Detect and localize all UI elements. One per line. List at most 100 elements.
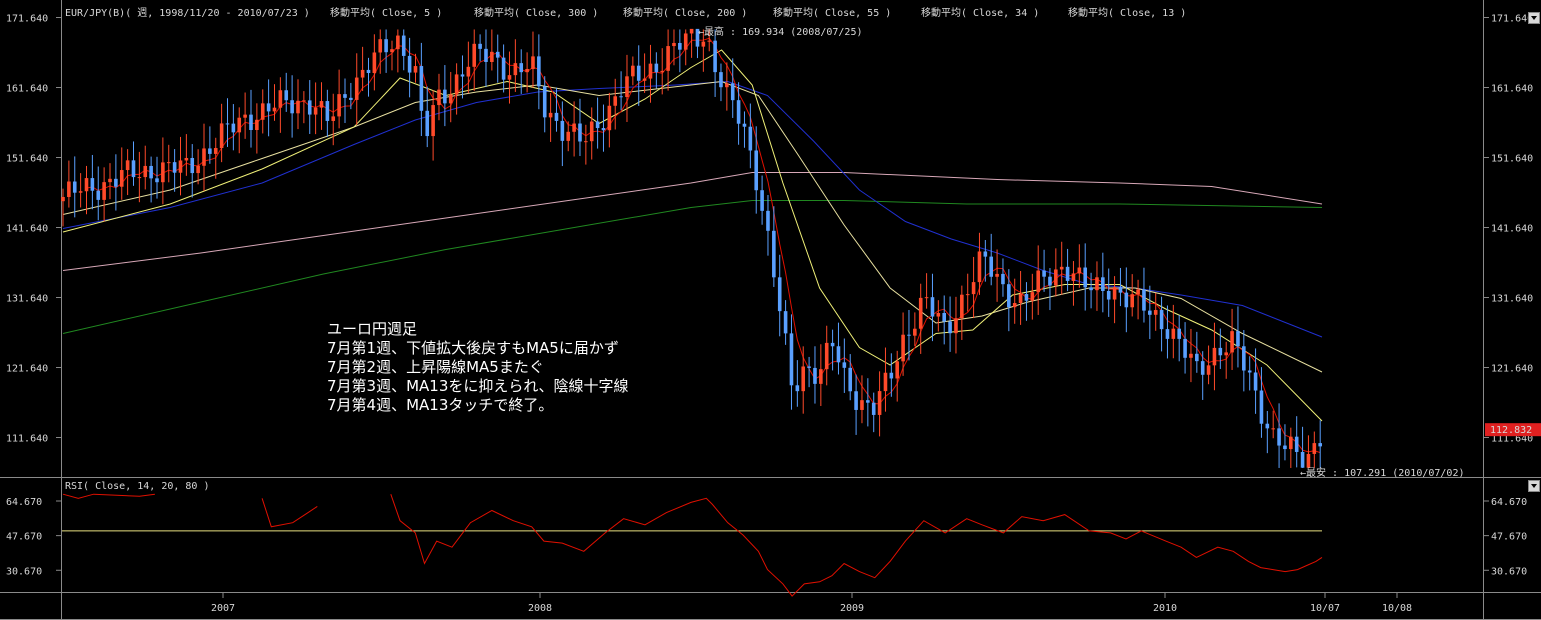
candle-body-180 [1118, 287, 1123, 293]
high-marker: ←最高 : 169.934 (2008/07/25) [698, 25, 863, 38]
candle-body-38 [284, 90, 289, 101]
candle-body-153 [960, 294, 964, 319]
ma5-label: 移動平均( Close, 5 ) [330, 6, 442, 19]
candle-body-212 [1306, 453, 1311, 468]
rsi-panel-collapse-button[interactable] [1528, 480, 1540, 492]
candle-body-204 [1259, 390, 1264, 424]
candle-body-40 [296, 100, 300, 114]
candle-body-202 [1247, 370, 1252, 373]
low-marker: ←最安 : 107.291 (2010/07/02) [1300, 466, 1465, 479]
candle-body-170 [1059, 266, 1064, 270]
candle-body-171 [1065, 266, 1070, 281]
candle-body-50 [354, 77, 359, 100]
ma34-label: 移動平均( Close, 34 ) [921, 6, 1039, 19]
ma300-label: 移動平均( Close, 300 ) [474, 6, 598, 19]
candle-body-37 [278, 90, 283, 108]
candle-body-207 [1277, 428, 1281, 446]
candle-body-195 [1206, 365, 1211, 375]
candle-body-211 [1300, 451, 1305, 468]
candle-body-167 [1042, 270, 1046, 277]
candle-body-143 [901, 334, 905, 362]
candle-body-213 [1312, 443, 1317, 454]
price-tick-label-left-3: 141.640 [6, 224, 48, 235]
candle-body-179 [1112, 287, 1117, 300]
candle-body-109 [701, 41, 706, 47]
candle-body-168 [1048, 276, 1052, 286]
time-tick-label-3: 2010 [1153, 603, 1177, 614]
ma55-line [62, 80, 1323, 338]
candle-body-80 [531, 56, 535, 69]
candle-body-61 [419, 66, 424, 111]
candle-body-117 [748, 126, 753, 151]
candle-body-42 [307, 100, 312, 115]
candle-body-45 [325, 101, 330, 121]
candle-body-99 [642, 78, 647, 81]
candle-body-187 [1159, 310, 1164, 330]
candle-body-112 [719, 72, 723, 88]
price-panel-collapse-button[interactable] [1528, 12, 1540, 24]
price-tick-label-right-2: 151.640 [1491, 154, 1533, 165]
candle-body-110 [707, 40, 712, 42]
candle-body-97 [631, 65, 635, 77]
candle-body-201 [1242, 346, 1246, 371]
candle-body-105 [678, 42, 682, 50]
candle-body-1 [67, 181, 71, 197]
candle-body-154 [965, 294, 970, 296]
price-tick-label-right-3: 141.640 [1491, 224, 1533, 235]
candle-body-191 [1183, 338, 1187, 358]
candle-body-16 [155, 178, 159, 183]
candle-body-89 [584, 141, 588, 143]
candle-body-52 [366, 69, 371, 74]
candle-body-56 [390, 49, 394, 53]
candle-body-93 [607, 105, 612, 131]
candle-body-54 [378, 39, 383, 53]
candle-body-96 [625, 76, 629, 98]
candle-body-20 [178, 160, 183, 173]
candle-body-31 [243, 114, 247, 118]
candle-body-73 [490, 51, 494, 62]
candle-body-108 [695, 28, 700, 47]
candle-body-138 [871, 402, 876, 415]
candle-body-111 [713, 40, 717, 73]
candle-body-142 [895, 361, 900, 379]
candle-body-186 [1153, 310, 1158, 315]
annotation-line-3: 7月第2週、上昇陽線MA5またぐ [327, 358, 544, 376]
rsi-tick-label-left-1: 47.670 [6, 532, 42, 543]
candle-body-27 [219, 123, 224, 149]
candlesticks [61, 28, 1322, 468]
annotation-line-2: 7月第1週、下値拡大後戻すもMA5に届かず [327, 339, 619, 357]
candle-body-59 [407, 55, 412, 73]
candle-body-15 [149, 165, 153, 179]
candle-body-147 [924, 297, 929, 299]
candle-body-29 [231, 123, 236, 133]
candle-body-177 [1101, 277, 1105, 291]
candle-body-115 [736, 100, 741, 124]
candle-body-145 [913, 328, 917, 336]
candle-body-95 [619, 96, 623, 98]
candle-body-140 [883, 372, 888, 392]
candle-body-32 [249, 114, 253, 131]
candle-body-122 [777, 277, 782, 312]
candle-body-113 [725, 83, 729, 88]
candle-body-182 [1130, 294, 1135, 308]
candle-body-102 [660, 70, 665, 73]
price-tick-label-left-2: 151.640 [6, 154, 48, 165]
candle-body-17 [161, 162, 165, 183]
candle-body-192 [1189, 353, 1193, 358]
candle-body-28 [225, 123, 230, 125]
candle-body-85 [560, 120, 565, 141]
candle-body-44 [319, 101, 324, 108]
candle-body-193 [1195, 353, 1199, 362]
candle-body-169 [1054, 269, 1058, 286]
candle-body-210 [1294, 436, 1299, 452]
candle-body-132 [836, 346, 841, 363]
rsi-panel: 64.670 64.670 47.670 47.670 30.670 30.670 [6, 493, 1527, 597]
candle-body-133 [842, 362, 847, 368]
price-tick-label-left-5: 121.640 [6, 364, 48, 375]
candle-body-36 [272, 107, 277, 112]
candle-body-33 [255, 119, 259, 131]
candle-body-64 [437, 89, 441, 106]
ma34-line [62, 80, 1323, 373]
candle-body-206 [1271, 428, 1275, 430]
